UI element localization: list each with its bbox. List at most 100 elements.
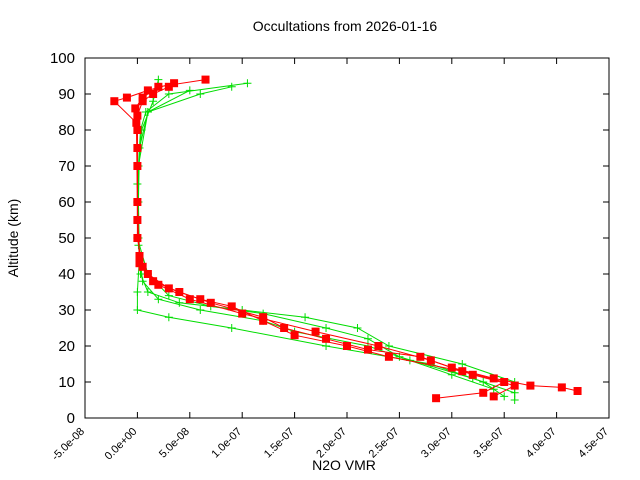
point [322, 324, 331, 332]
point [133, 288, 142, 296]
point [138, 97, 147, 106]
point [510, 396, 519, 404]
point [206, 298, 215, 307]
x-tick-label: -5.0e-08 [50, 426, 87, 463]
point [238, 309, 247, 318]
point [426, 356, 435, 365]
point [154, 295, 163, 304]
point [196, 90, 205, 98]
y-tick-label: 0 [67, 410, 75, 427]
point [164, 284, 173, 293]
point [133, 111, 142, 120]
x-tick-label: 1.5e-07 [262, 426, 297, 461]
y-tick-label: 100 [50, 50, 75, 67]
point [154, 280, 163, 289]
x-tick-label: 2.5e-07 [367, 426, 402, 461]
point [489, 392, 498, 401]
y-axis-label: Altitude (km) [5, 199, 21, 278]
point [573, 387, 582, 395]
point [557, 383, 566, 392]
point [185, 86, 194, 95]
y-tick-label: 10 [58, 374, 75, 391]
point [138, 277, 147, 286]
point [154, 82, 163, 91]
point [110, 97, 119, 106]
point [500, 392, 509, 401]
plot-frame [84, 57, 610, 419]
point [138, 262, 147, 271]
point [322, 342, 331, 350]
point [280, 324, 289, 332]
x-tick-label: 2.0e-07 [314, 426, 349, 461]
point [343, 342, 351, 350]
x-tick-label: 3.5e-07 [471, 426, 506, 461]
y-tick-label: 40 [58, 266, 75, 283]
y-tick-label: 80 [58, 122, 75, 139]
point [122, 93, 131, 102]
point [164, 90, 173, 98]
y-tick-label: 60 [58, 194, 75, 211]
y-tick-label: 20 [58, 338, 75, 355]
point [510, 388, 519, 397]
point [510, 381, 519, 390]
y-tick-label: 70 [58, 158, 75, 175]
point [164, 313, 173, 322]
point [500, 378, 509, 386]
point [175, 288, 184, 296]
point [170, 79, 179, 88]
point [259, 313, 268, 322]
point [143, 288, 152, 296]
point [154, 75, 163, 84]
point [132, 118, 141, 127]
point [374, 342, 383, 350]
point [133, 234, 142, 242]
x-tick-label: 5.0e-08 [157, 426, 192, 461]
point [136, 270, 145, 278]
point [363, 334, 372, 343]
point [322, 334, 331, 343]
point [143, 86, 152, 95]
point [164, 82, 173, 91]
point [227, 82, 236, 91]
point [458, 360, 467, 368]
chart-title: Occultations from 2026-01-16 [253, 18, 438, 34]
point [468, 370, 477, 379]
point [185, 295, 194, 304]
point [227, 302, 236, 311]
x-tick-label: 4.5e-07 [576, 426, 611, 461]
profile-line [136, 86, 505, 397]
y-tick-label: 90 [58, 86, 75, 103]
y-tick-label: 30 [58, 302, 75, 319]
y-tick-label: 50 [58, 230, 75, 247]
point [143, 108, 152, 116]
x-tick-label: 1.0e-07 [209, 426, 244, 461]
profile-line [136, 82, 516, 400]
point [227, 324, 236, 332]
profile-line [136, 86, 517, 397]
x-axis-label: N2O VMR [312, 457, 376, 473]
profile-line [136, 79, 494, 390]
point [164, 291, 173, 300]
x-tick-label: 4.0e-07 [524, 426, 559, 461]
point [526, 381, 535, 390]
point [311, 327, 320, 336]
point [201, 75, 210, 84]
point [301, 313, 310, 322]
point [353, 324, 362, 332]
point [175, 298, 184, 307]
point [243, 79, 252, 88]
point [133, 144, 142, 152]
point [432, 394, 441, 403]
point [196, 306, 205, 314]
point [133, 306, 142, 314]
point [290, 331, 299, 340]
point [416, 352, 425, 361]
point [363, 345, 372, 354]
point [384, 352, 393, 361]
point [131, 104, 140, 113]
profile-line [134, 79, 506, 399]
point [149, 90, 158, 98]
x-tick-label: 0.0e+00 [103, 426, 140, 463]
point [149, 97, 158, 106]
